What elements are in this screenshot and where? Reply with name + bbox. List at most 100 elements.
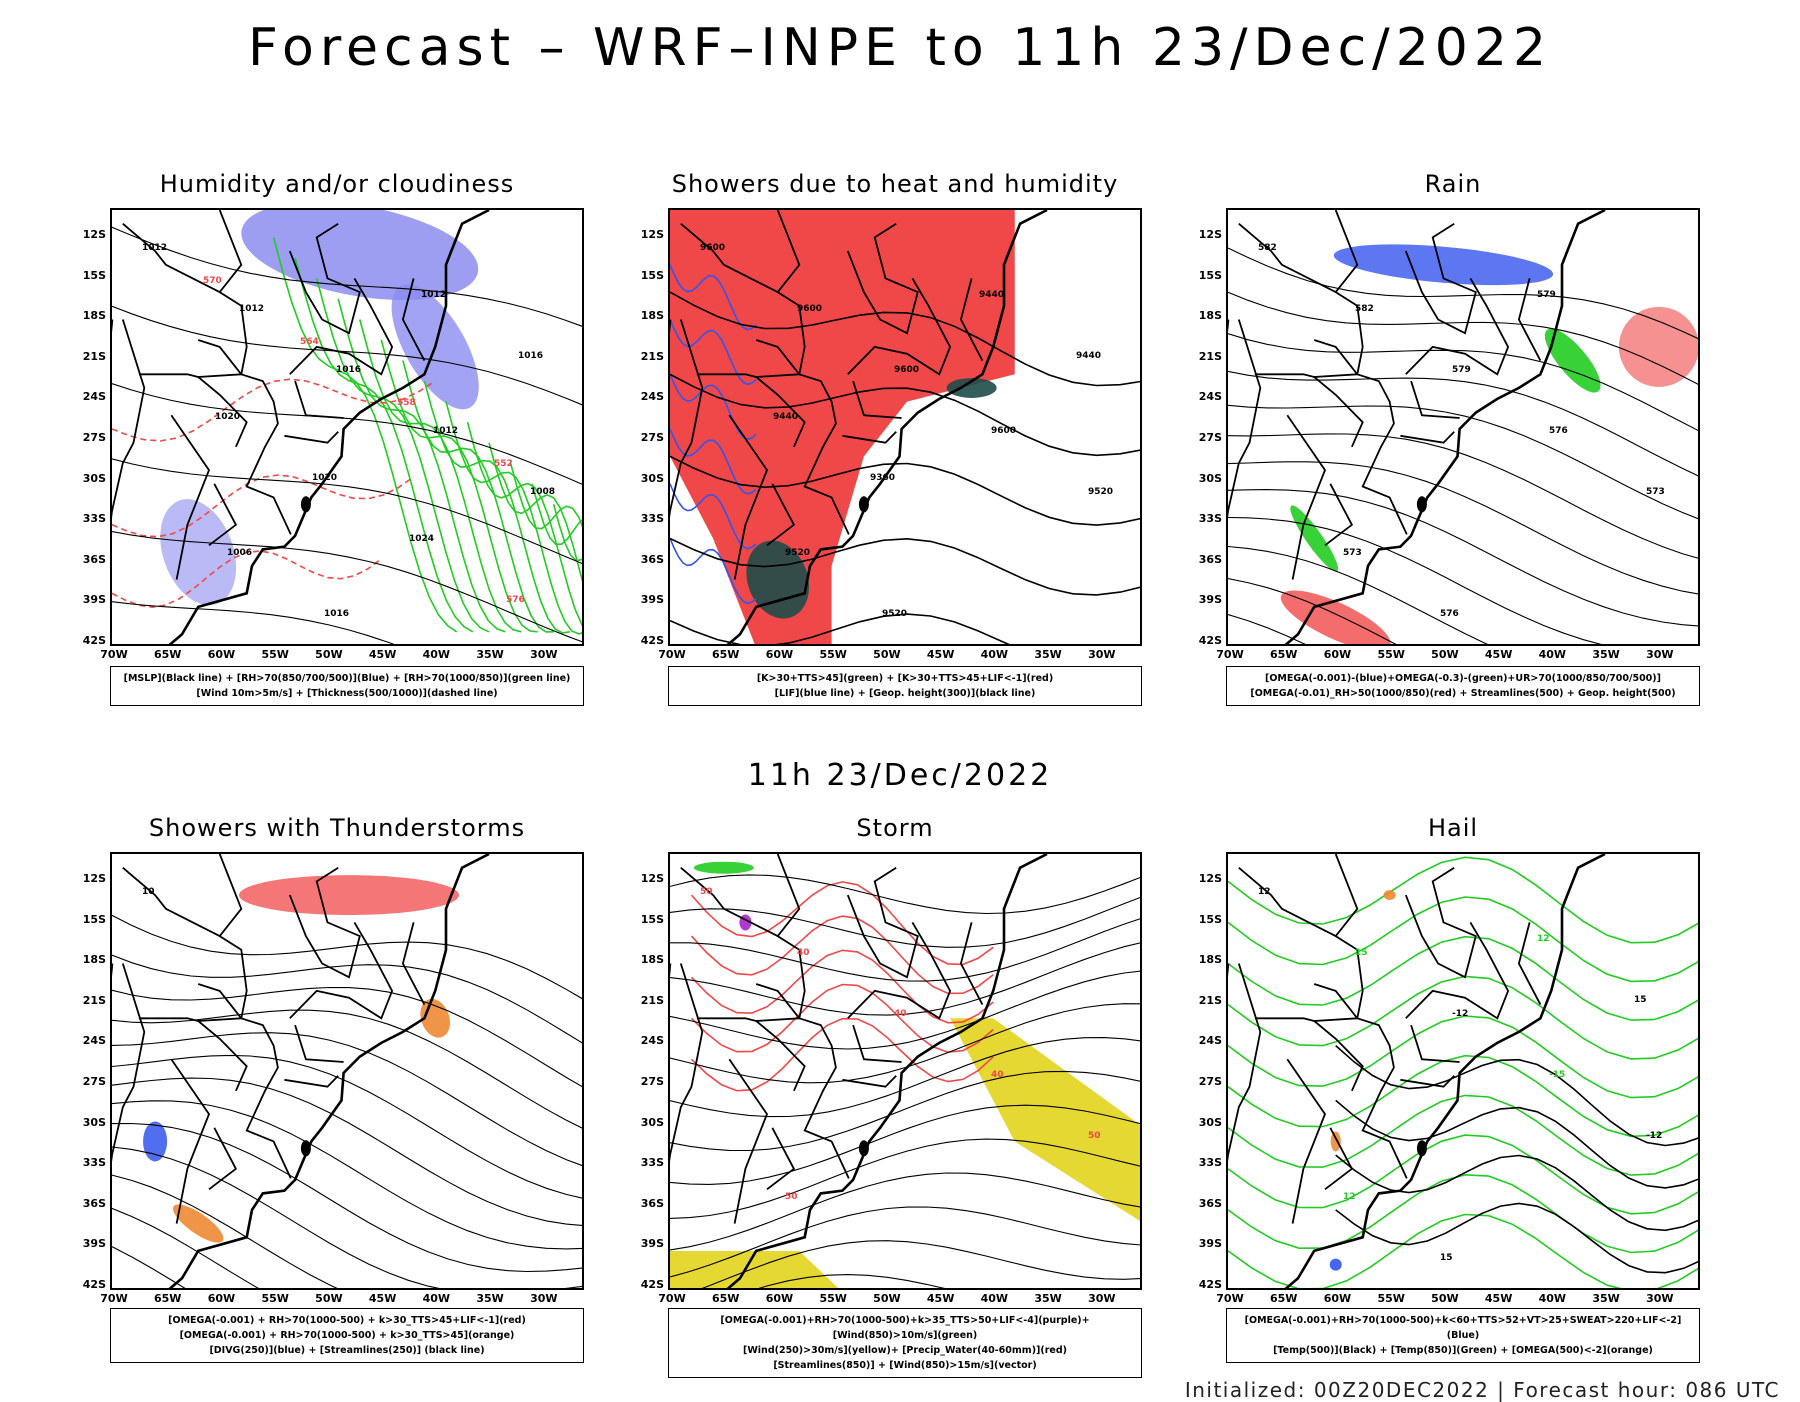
border-line <box>776 210 850 535</box>
contour-label: 9600 <box>991 426 1016 436</box>
border-line <box>208 1127 238 1191</box>
contour-label: 9600 <box>700 243 725 253</box>
latitude-label: 36S <box>640 552 664 566</box>
contour-line <box>670 428 757 495</box>
border-line <box>846 222 919 335</box>
longitude-label: 60W <box>1323 1292 1352 1305</box>
shaded-area <box>693 861 754 874</box>
latitude-label: 42S <box>82 1278 106 1291</box>
streamline <box>670 896 1140 948</box>
contour-label: 573 <box>1646 487 1665 497</box>
latitude-label: 42S <box>1198 634 1222 647</box>
longitude-label: 30W <box>1088 1292 1116 1305</box>
latitude-label: 15S <box>82 268 106 282</box>
contour-line <box>112 378 436 442</box>
contour-line <box>112 550 382 609</box>
border-line <box>1238 223 1337 293</box>
streamline <box>112 1009 582 1129</box>
contour-line <box>670 538 757 605</box>
border-line <box>1404 222 1477 335</box>
contour-label: -12 <box>1452 1009 1468 1019</box>
shaded-area <box>172 1204 224 1243</box>
streamline <box>701 1240 1140 1288</box>
shaded-area <box>143 1121 168 1162</box>
border-line <box>847 277 952 376</box>
streamline <box>112 1146 582 1288</box>
contour-label: 576 <box>1440 609 1459 619</box>
longitude-label: 70W <box>1216 648 1244 661</box>
panel-title: Rain <box>1424 170 1482 198</box>
coastline <box>1228 210 1606 644</box>
contour-label: 9360 <box>870 473 895 483</box>
contour-line <box>1228 1054 1698 1138</box>
streamline <box>112 601 395 644</box>
latitude-label: 30S <box>640 1115 664 1129</box>
latitude-label: 36S <box>1198 552 1222 566</box>
contour-line <box>294 257 474 633</box>
latitude-label: 27S <box>82 1075 106 1088</box>
contour-label: 1008 <box>530 487 555 497</box>
longitude-label: 60W <box>765 648 794 661</box>
contour-line <box>670 373 757 440</box>
border-line <box>138 373 199 378</box>
border-line <box>195 339 248 448</box>
longitude-label: 30W <box>530 1292 558 1305</box>
shaded-area <box>239 875 459 916</box>
legend-line: [MSLP](Black line) + [RH>70(850/700/500)… <box>123 673 571 684</box>
border-line <box>846 866 919 979</box>
panel-title: Storm <box>856 814 934 842</box>
contour-label: 9520 <box>882 609 907 619</box>
latitude-label: 21S <box>1198 993 1222 1007</box>
contour-label: -12 <box>1646 1131 1662 1141</box>
map-panel: 12 15 -12 -15 -12 12 15 12 15 <box>1226 852 1700 1290</box>
streamline <box>670 1138 1140 1219</box>
map-panel: 9600 9600 9600 9600 9520 9520 9520 9440 9440 9440… <box>668 208 1142 646</box>
latitude-label: 24S <box>82 390 106 404</box>
latitude-label: 27S <box>1198 1075 1222 1088</box>
contour-label: 1024 <box>409 534 434 544</box>
longitude-label: 55W <box>1377 1292 1405 1305</box>
latitude-label: 42S <box>640 1278 664 1291</box>
contour-line <box>552 504 582 562</box>
contour-line <box>670 319 757 386</box>
longitude-label: 60W <box>1323 648 1352 661</box>
shaded-area <box>1618 306 1698 387</box>
latitude-label: 21S <box>640 993 664 1007</box>
border-line <box>208 483 238 547</box>
latitude-label: 21S <box>82 993 106 1007</box>
coastline <box>670 210 1048 644</box>
border-line <box>753 983 806 1092</box>
contour-label: 1020 <box>312 473 337 483</box>
shaded-area <box>946 377 997 398</box>
latitude-label: 12S <box>82 228 106 241</box>
border-line <box>218 210 292 535</box>
latitude-label: 15S <box>1198 268 1222 282</box>
border-line <box>1404 866 1477 979</box>
longitude-label: 60W <box>207 1292 236 1305</box>
panel-legend: [OMEGA(-0.001)+RH>70(1000-500)+k<60+TTS>… <box>1226 1308 1700 1363</box>
border-line <box>170 1058 211 1224</box>
map-panel: 50 40 40 40 50 50 <box>668 852 1142 1290</box>
streamline <box>670 1037 1140 1118</box>
contour-line <box>670 613 1010 644</box>
longitude-label: 65W <box>153 648 182 661</box>
latitude-label: 15S <box>640 268 664 282</box>
shaded-area <box>1329 1258 1342 1271</box>
latitude-label: 30S <box>1198 471 1222 485</box>
latitude-label: 12S <box>1198 872 1222 885</box>
contour-line <box>445 401 582 635</box>
border-line <box>852 380 902 419</box>
contour-label: 570 <box>203 276 222 286</box>
lagoon-mark <box>858 1140 869 1157</box>
contour-line <box>670 264 757 331</box>
streamline <box>112 1122 582 1273</box>
contour-label: 9520 <box>785 548 810 558</box>
latitude-label: 27S <box>82 431 106 444</box>
longitude-label: 55W <box>261 648 289 661</box>
contour-label: 1012 <box>239 304 264 314</box>
contour-label: 10 <box>142 887 155 897</box>
shaded-area <box>1290 505 1339 572</box>
panel-legend: [OMEGA(-0.001) + RH>70(1000-500) + k>30_… <box>110 1308 584 1363</box>
longitude-label: 45W <box>1484 648 1513 661</box>
border-line <box>288 222 361 335</box>
